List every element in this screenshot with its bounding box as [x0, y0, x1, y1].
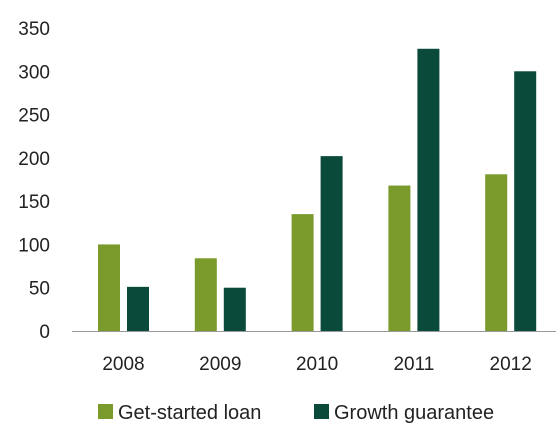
- legend-label: Growth guarantee: [334, 402, 494, 424]
- legend-swatch: [98, 404, 113, 419]
- bar-get-started-loan-2009: [194, 258, 217, 331]
- x-tick-label: 2008: [102, 354, 144, 375]
- bar-growth-guarantee-2011: [417, 48, 440, 332]
- y-tick-label: 50: [29, 279, 50, 300]
- bar-growth-guarantee-2009: [223, 287, 246, 331]
- bar-growth-guarantee-2010: [320, 156, 343, 331]
- legend: Get-started loan Growth guarantee: [98, 402, 494, 424]
- y-axis: 0 50 100 150 200 250 300 350: [18, 19, 50, 343]
- legend-swatch: [314, 404, 329, 419]
- bar-get-started-loan-2012: [485, 174, 508, 331]
- x-axis: 2008 2009 2010 2011 2012: [102, 354, 531, 375]
- y-tick-label: 150: [18, 192, 50, 213]
- x-tick-label: 2012: [490, 354, 532, 375]
- y-tick-label: 0: [39, 322, 50, 343]
- bar-growth-guarantee-2012: [514, 71, 537, 332]
- legend-label: Get-started loan: [118, 402, 261, 424]
- x-tick-label: 2010: [296, 354, 338, 375]
- y-tick-label: 100: [18, 235, 50, 256]
- y-tick-label: 200: [18, 149, 50, 170]
- bar-growth-guarantee-2008: [127, 286, 149, 331]
- bar-get-started-loan-2008: [98, 244, 120, 331]
- y-tick-label: 300: [18, 62, 50, 83]
- bars-group: [98, 48, 537, 332]
- bar-get-started-loan-2011: [388, 185, 411, 331]
- x-tick-label: 2009: [199, 354, 241, 375]
- bar-get-started-loan-2010: [291, 214, 314, 331]
- x-tick-label: 2011: [393, 354, 434, 375]
- y-tick-label: 250: [18, 106, 50, 127]
- y-tick-label: 350: [18, 19, 50, 40]
